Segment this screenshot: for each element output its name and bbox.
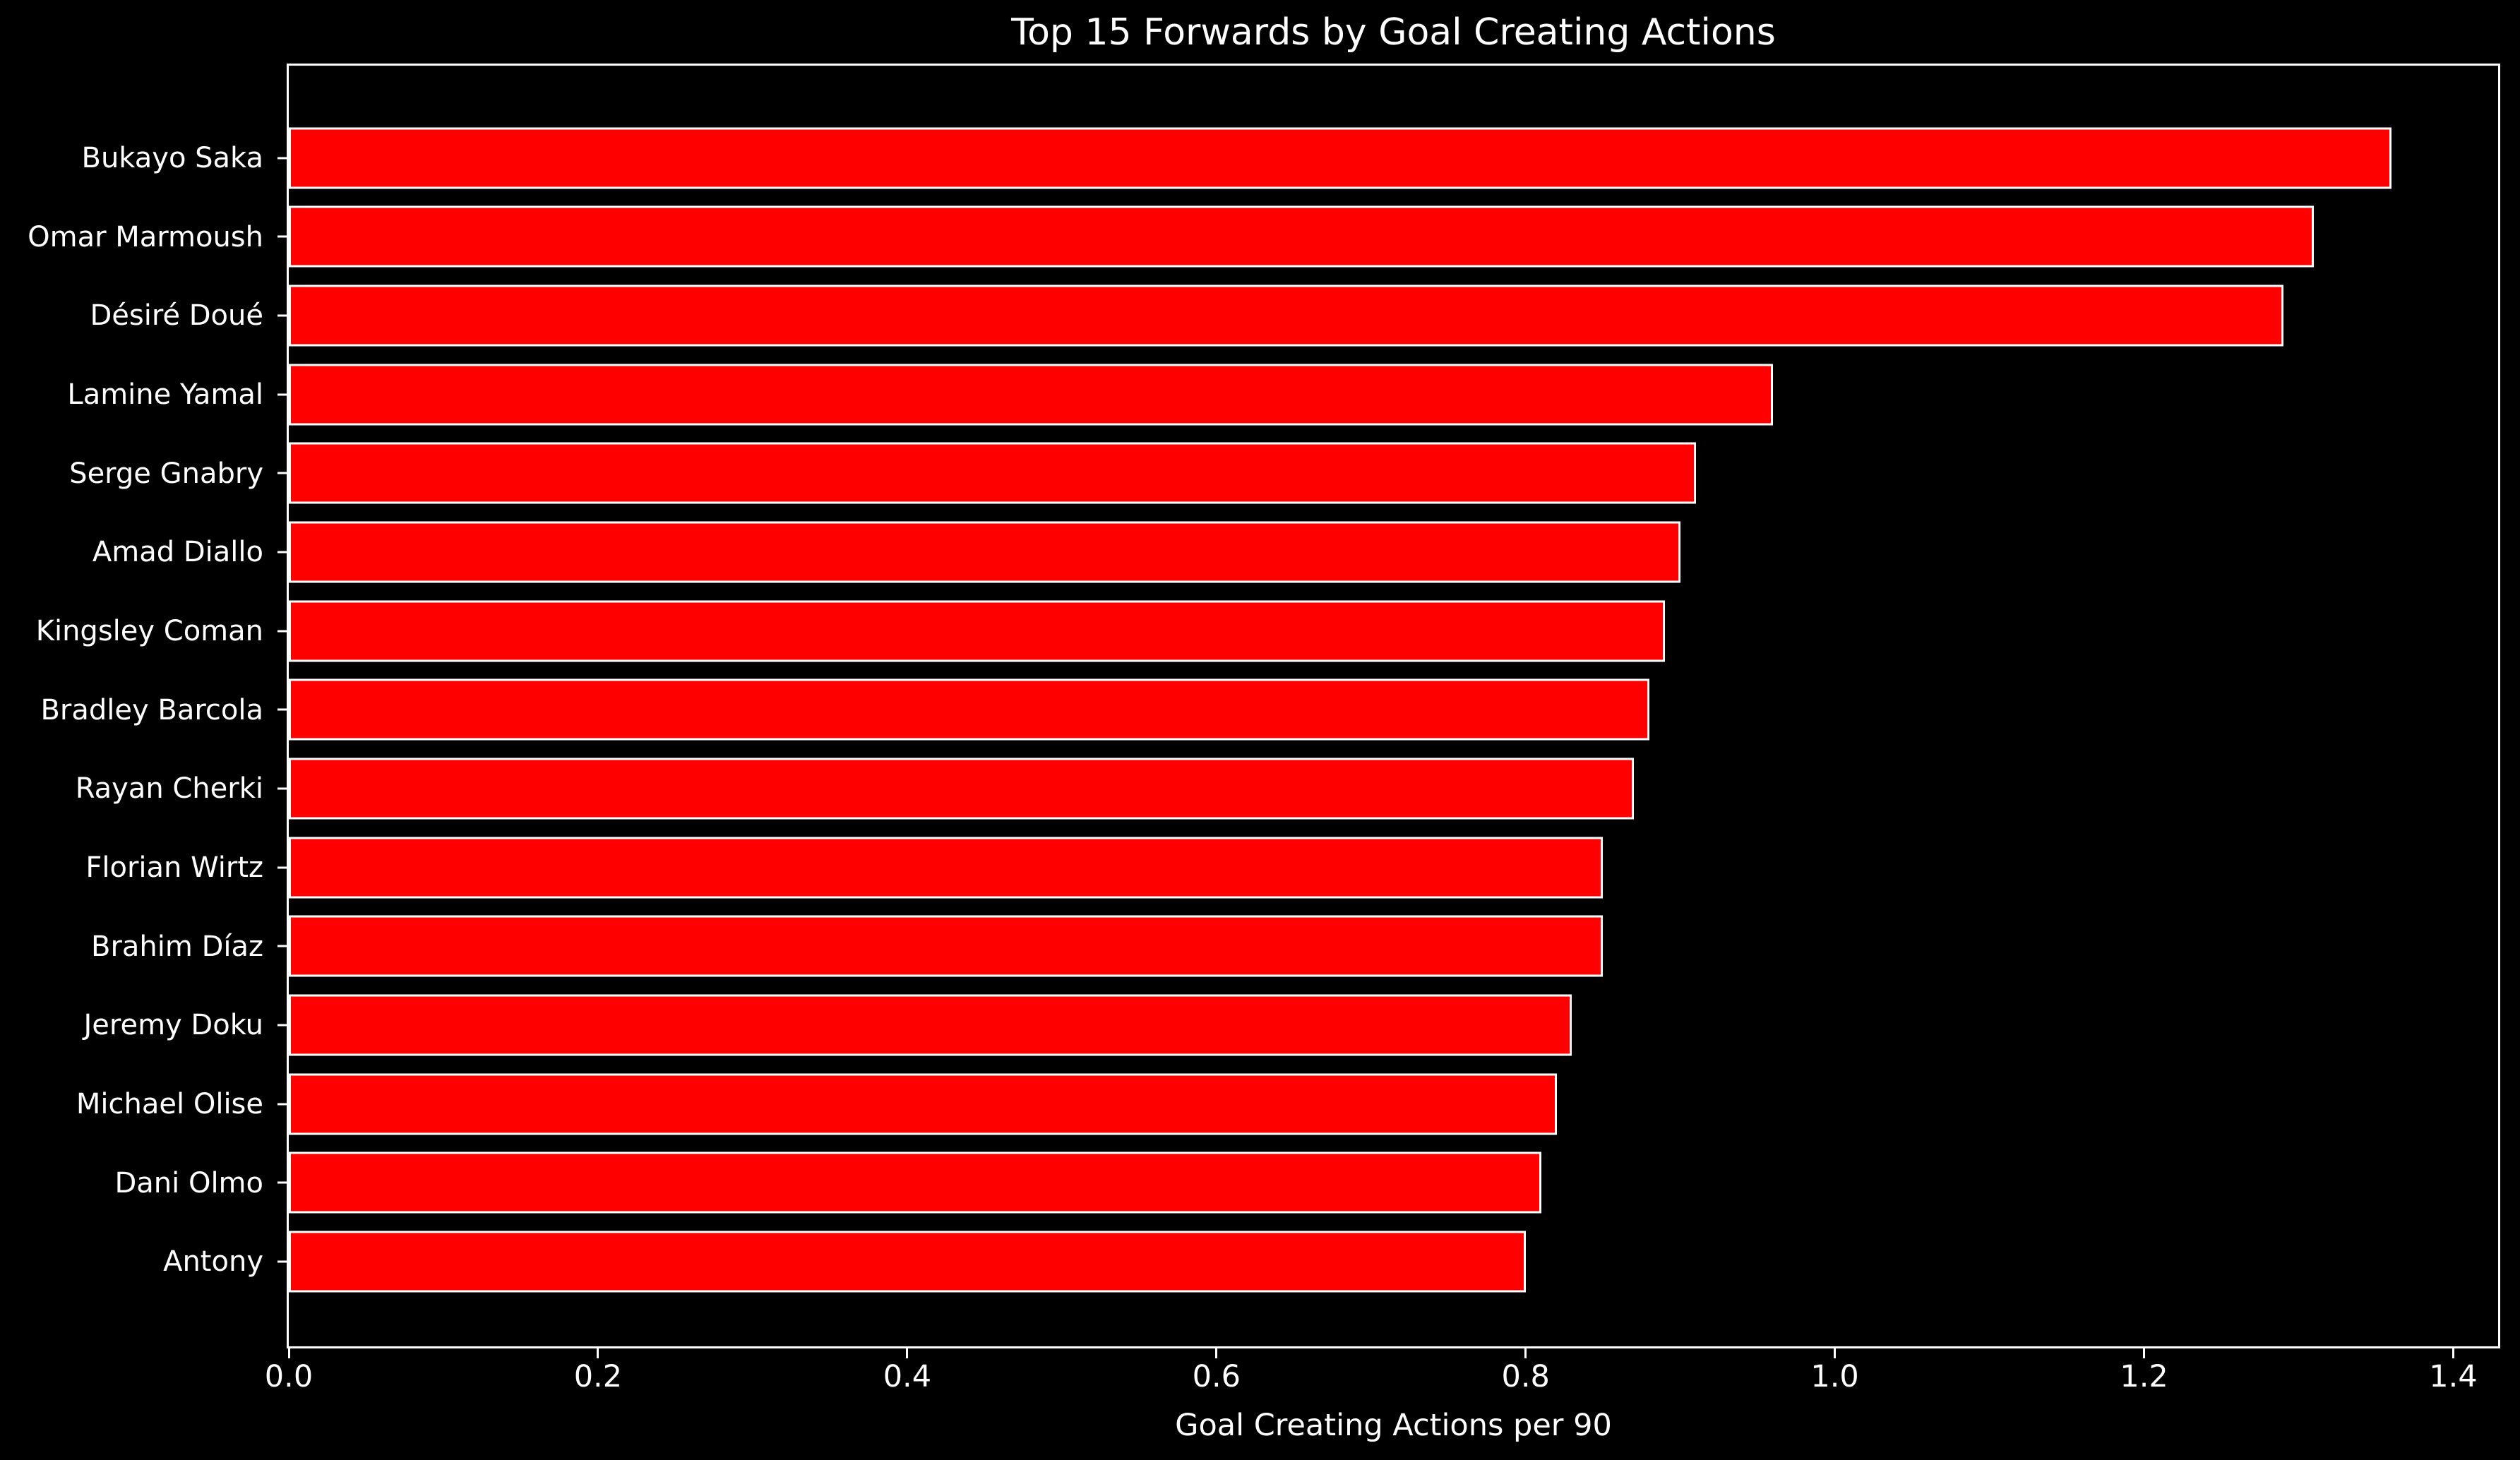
bar-row — [277, 986, 2498, 1065]
y-tick-label: Bukayo Saka — [81, 141, 264, 174]
y-tick-label: Brahim Díaz — [91, 930, 263, 963]
y-axis-tick — [277, 866, 287, 869]
bar — [289, 994, 1572, 1056]
x-axis-tick — [597, 1348, 599, 1358]
bar — [289, 837, 1604, 899]
bar — [289, 1073, 1557, 1135]
y-tick-label: Antony — [163, 1245, 263, 1279]
x-tick-label: 0.4 — [883, 1359, 932, 1394]
bar — [289, 442, 1696, 504]
bar-row — [277, 1222, 2498, 1301]
bar-row — [277, 828, 2498, 907]
y-axis-tick — [277, 157, 287, 160]
y-tick-label: Lamine Yamal — [67, 378, 263, 411]
y-axis-tick — [277, 235, 287, 238]
bar — [289, 1151, 1541, 1214]
bar-row — [277, 119, 2498, 198]
y-axis-tick — [277, 1103, 287, 1106]
x-tick-label: 0.6 — [1192, 1359, 1241, 1394]
x-tick-label: 0.0 — [264, 1359, 313, 1394]
x-axis-tick — [1524, 1348, 1527, 1358]
bar-row — [277, 434, 2498, 513]
bar-row — [277, 513, 2498, 592]
y-tick-label: Serge Gnabry — [69, 457, 263, 490]
y-axis-tick — [277, 1181, 287, 1184]
bar — [289, 364, 1774, 426]
y-axis-tick — [277, 945, 287, 947]
y-axis-tick — [277, 630, 287, 633]
bar — [289, 915, 1604, 977]
x-tick-label: 0.8 — [1501, 1359, 1550, 1394]
bar — [289, 758, 1634, 820]
y-tick-label: Michael Olise — [76, 1087, 263, 1120]
bar-row — [277, 198, 2498, 277]
bar — [289, 127, 2391, 189]
bars-container — [277, 119, 2498, 1301]
bar-row — [277, 671, 2498, 750]
y-axis-tick — [277, 787, 287, 790]
y-axis-tick — [277, 551, 287, 554]
x-axis-label: Goal Creating Actions per 90 — [1175, 1408, 1612, 1443]
bar-row — [277, 749, 2498, 828]
x-tick-label: 0.2 — [573, 1359, 623, 1394]
x-tick-label: 1.4 — [2429, 1359, 2478, 1394]
x-axis-tick — [1215, 1348, 1218, 1358]
y-axis-tick — [277, 1260, 287, 1263]
bar-row — [277, 276, 2498, 355]
bar — [289, 600, 1665, 662]
bar — [289, 285, 2283, 347]
x-axis-tick — [1834, 1348, 1837, 1358]
x-axis-tick — [2452, 1348, 2454, 1358]
y-tick-label: Amad Diallo — [92, 536, 263, 569]
y-tick-label: Bradley Barcola — [40, 693, 263, 726]
bar-row — [277, 355, 2498, 434]
x-axis-tick — [287, 1348, 290, 1358]
bar-row — [277, 907, 2498, 986]
x-axis-tick — [2143, 1348, 2146, 1358]
y-tick-label: Florian Wirtz — [85, 851, 263, 884]
y-axis-tick — [277, 314, 287, 317]
y-axis-tick — [277, 1024, 287, 1027]
y-axis-tick — [277, 472, 287, 474]
bar-row — [277, 1144, 2498, 1223]
y-tick-label: Dani Olmo — [114, 1166, 263, 1199]
x-tick-label: 1.0 — [1810, 1359, 1859, 1394]
y-tick-label: Omar Marmoush — [28, 220, 263, 253]
bar — [289, 678, 1649, 741]
y-tick-label: Kingsley Coman — [35, 614, 263, 647]
bar-row — [277, 1065, 2498, 1144]
bar — [289, 1231, 1526, 1293]
y-tick-label: Rayan Cherki — [75, 772, 263, 806]
y-tick-label: Désiré Doué — [90, 299, 264, 333]
bar-row — [277, 592, 2498, 671]
y-axis-tick — [277, 708, 287, 711]
bar — [289, 521, 1680, 583]
y-tick-label: Jeremy Doku — [83, 1009, 264, 1042]
bar — [289, 205, 2315, 268]
plot-area: Bukayo Saka Omar Marmoush Désiré Doué Lamin… — [28, 64, 2500, 1392]
chart-title: Top 15 Forwards by Goal Creating Actions — [1011, 11, 1776, 54]
x-axis-tick — [906, 1348, 909, 1358]
x-tick-label: 1.2 — [2120, 1359, 2168, 1394]
y-axis-tick — [277, 393, 287, 396]
